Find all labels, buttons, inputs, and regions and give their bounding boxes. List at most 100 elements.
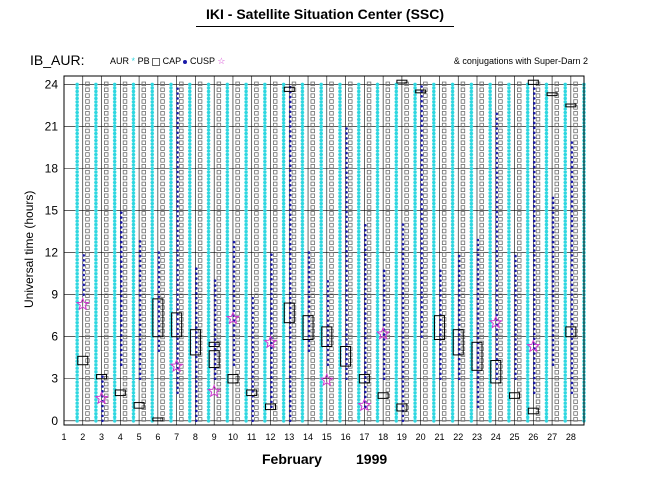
- aur-point: [244, 191, 248, 195]
- pb-point: [254, 346, 259, 351]
- pb-point: [254, 181, 259, 187]
- cap-point: [251, 296, 254, 300]
- aur-point: [281, 226, 286, 230]
- cap-point: [288, 237, 292, 241]
- cap-point: [195, 311, 198, 315]
- aur-point: [525, 334, 530, 339]
- cap-point: [401, 228, 405, 231]
- pb-point: [235, 258, 240, 263]
- aur-point: [525, 187, 530, 192]
- pb-point: [141, 352, 146, 357]
- pb-point: [517, 375, 522, 381]
- pb-point: [179, 164, 184, 169]
- aur-point: [319, 345, 323, 350]
- aur-point: [525, 100, 530, 104]
- aur-point: [507, 376, 511, 381]
- pb-point: [385, 317, 391, 322]
- pb-point: [310, 311, 315, 316]
- pb-point: [423, 281, 428, 287]
- x-tick-label: 16: [341, 432, 351, 442]
- aur-point: [413, 327, 417, 332]
- aur-point: [563, 341, 568, 346]
- aur-point: [150, 145, 155, 150]
- aur-point: [432, 208, 436, 213]
- cap-point: [288, 100, 292, 104]
- aur-point: [94, 110, 98, 115]
- aur-point: [225, 320, 230, 325]
- aur-point: [263, 201, 267, 206]
- aur-point: [169, 138, 173, 143]
- pb-point: [272, 275, 278, 281]
- cap-point: [363, 302, 367, 306]
- cap-point: [345, 127, 348, 130]
- aur-point: [356, 107, 361, 111]
- pb-point: [216, 81, 222, 87]
- pb-point: [460, 399, 466, 404]
- aur-point: [225, 261, 230, 265]
- pb-point: [254, 158, 259, 163]
- aur-point: [450, 180, 455, 185]
- aur-point: [450, 184, 455, 188]
- aur-point: [507, 292, 511, 297]
- aur-point: [94, 163, 98, 167]
- pb-point: [479, 411, 484, 416]
- aur-point: [450, 278, 455, 283]
- aur-point: [450, 296, 455, 300]
- pb-point: [85, 417, 90, 422]
- aur-point: [112, 138, 117, 143]
- pb-point: [573, 399, 578, 404]
- aur-point: [450, 191, 455, 195]
- pb-point: [479, 375, 484, 381]
- pb-point: [404, 187, 409, 193]
- aur-point: [94, 89, 98, 94]
- aur-point: [488, 317, 492, 321]
- pb-point: [366, 240, 372, 245]
- pb-point: [441, 217, 447, 222]
- aur-point: [112, 170, 117, 174]
- aur-point: [507, 418, 511, 423]
- aur-point: [544, 299, 549, 304]
- aur-point: [131, 331, 136, 335]
- aur-point: [263, 313, 267, 318]
- aur-point: [131, 299, 136, 304]
- cap-point: [345, 132, 348, 135]
- aur-point: [150, 152, 155, 157]
- aur-point: [544, 124, 549, 129]
- aur-point: [338, 366, 342, 371]
- aur-point: [413, 215, 417, 220]
- cap-point: [288, 390, 292, 393]
- aur-point: [94, 271, 98, 276]
- cap-point: [345, 210, 348, 214]
- aur-point: [338, 121, 342, 125]
- aur-point: [169, 121, 173, 125]
- pb-point: [441, 99, 447, 104]
- pb-point: [235, 275, 240, 281]
- aur-point: [507, 184, 511, 188]
- pb-point: [366, 346, 372, 351]
- pb-point: [122, 375, 128, 381]
- aur-point: [75, 327, 79, 332]
- aur-point: [131, 156, 136, 160]
- pb-point: [235, 128, 240, 134]
- cap-point: [119, 338, 123, 342]
- pb-point: [366, 222, 372, 228]
- pb-point: [160, 287, 165, 293]
- pb-point: [366, 334, 372, 340]
- aur-point: [338, 397, 342, 402]
- cap-point: [326, 358, 330, 362]
- aur-point: [131, 415, 136, 420]
- aur-point: [75, 408, 79, 413]
- cap-point: [420, 320, 423, 324]
- cap-point: [157, 256, 161, 259]
- aur-point: [488, 397, 492, 402]
- pb-point: [385, 181, 391, 187]
- aur-point: [94, 219, 98, 223]
- aur-point: [563, 219, 568, 223]
- aur-point: [206, 369, 211, 374]
- cap-point: [420, 158, 423, 162]
- conjugation-note: & conjugations with Super-Darn 2: [453, 56, 588, 66]
- cap-point: [382, 294, 386, 297]
- aur-point: [187, 278, 192, 283]
- pb-point: [310, 264, 315, 269]
- aur-point: [469, 180, 474, 185]
